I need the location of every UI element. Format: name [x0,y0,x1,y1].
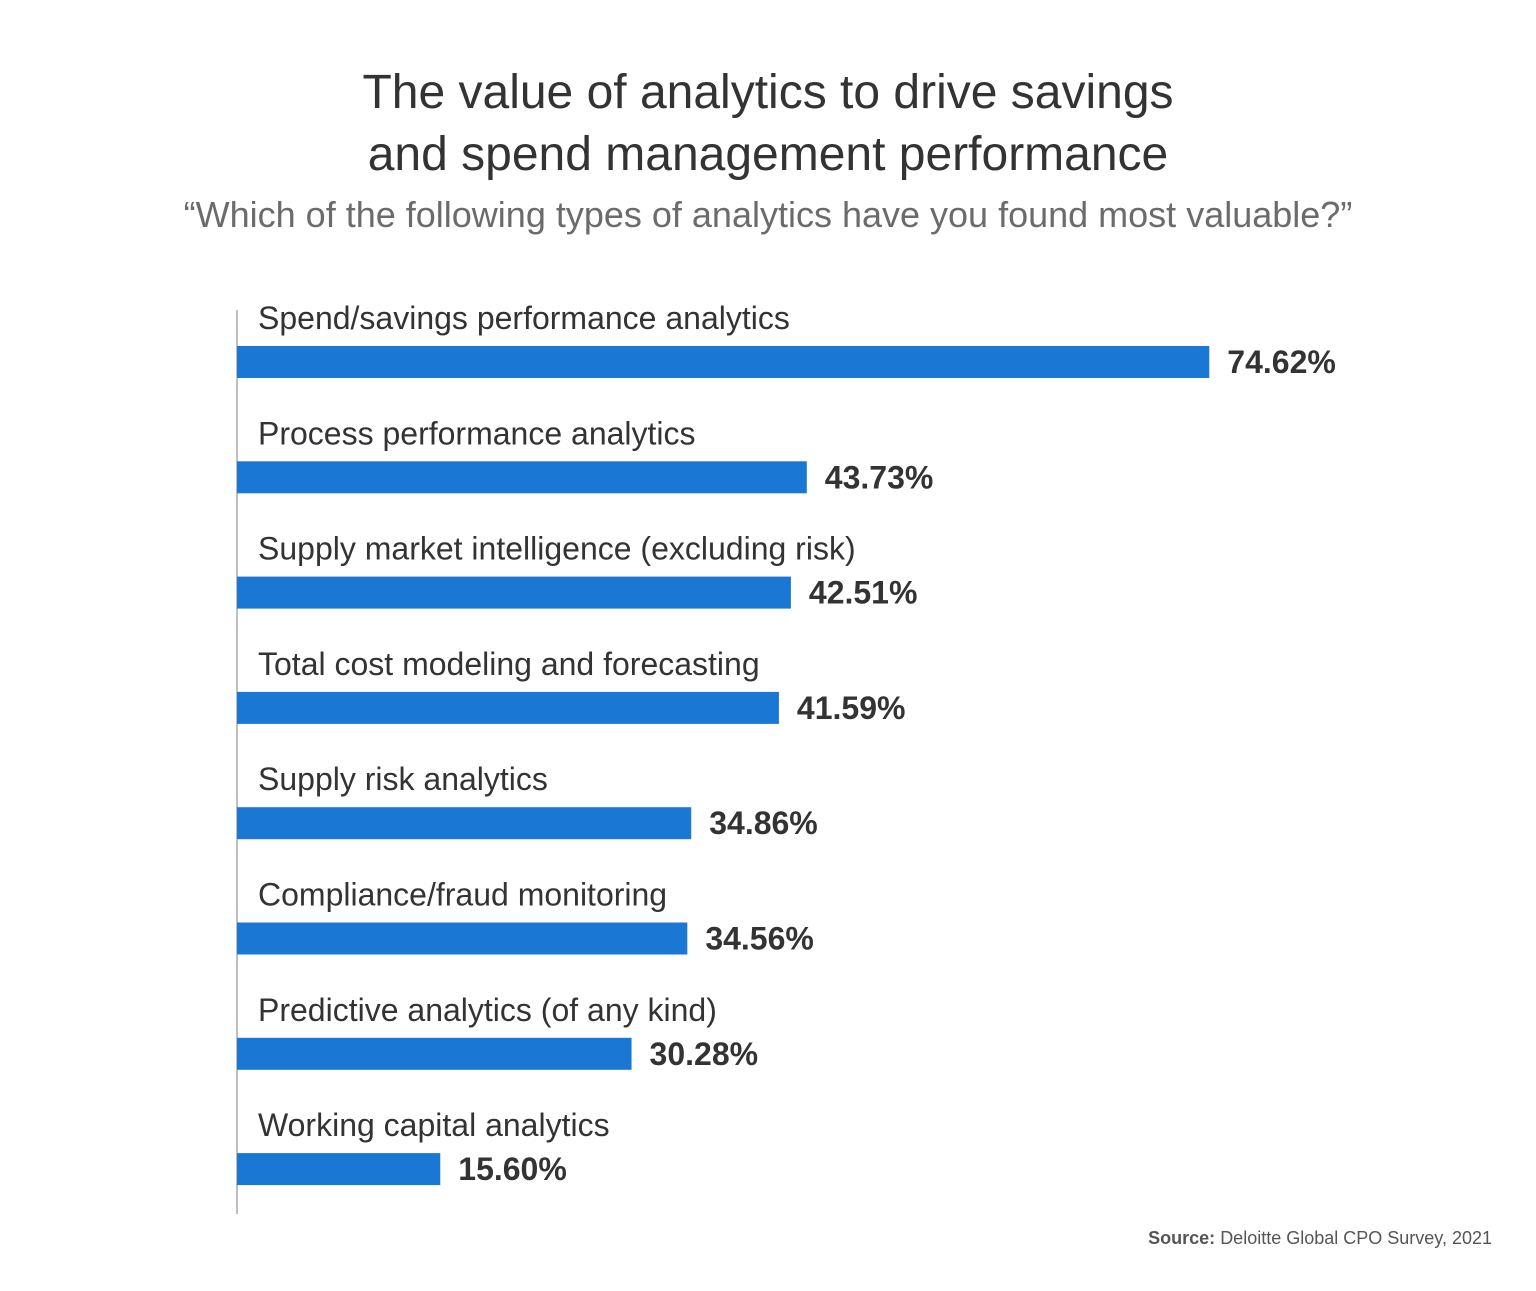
value-label: 74.62% [1227,344,1336,380]
value-label: 43.73% [825,459,934,495]
category-label: Compliance/fraud monitoring [258,877,667,913]
bar [237,922,688,955]
chart-subtitle: “Which of the following types of analyti… [183,194,1353,235]
category-label: Working capital analytics [258,1107,610,1143]
bar [237,461,807,494]
value-label: 42.51% [809,575,918,611]
category-label: Total cost modeling and forecasting [258,646,760,682]
bar [237,691,779,724]
bar-group: Spend/savings performance analytics 74.62… [237,300,1336,1187]
bar [237,1037,632,1070]
category-label: Supply risk analytics [258,761,548,797]
source-text: Deloitte Global CPO Survey, 2021 [1220,1228,1492,1248]
category-label: Supply market intelligence (excluding ri… [258,531,856,567]
source-label: Source: [1148,1228,1216,1248]
bar [237,1153,441,1186]
category-label: Process performance analytics [258,415,696,451]
category-label: Predictive analytics (of any kind) [258,992,717,1028]
value-label: 30.28% [650,1036,759,1072]
value-label: 34.56% [705,921,814,957]
bar [237,346,1210,378]
bar [237,807,692,840]
chart-title-line-1: The value of analytics to drive savings [362,66,1174,119]
source-note: Source: Deloitte Global CPO Survey, 2021 [1148,1228,1492,1249]
value-label: 41.59% [797,690,906,726]
value-label: 34.86% [709,805,818,841]
value-label: 15.60% [458,1151,567,1187]
chart-title-line-2: and spend management performance [367,128,1169,181]
category-label: Spend/savings performance analytics [258,300,790,336]
bar [237,576,791,609]
